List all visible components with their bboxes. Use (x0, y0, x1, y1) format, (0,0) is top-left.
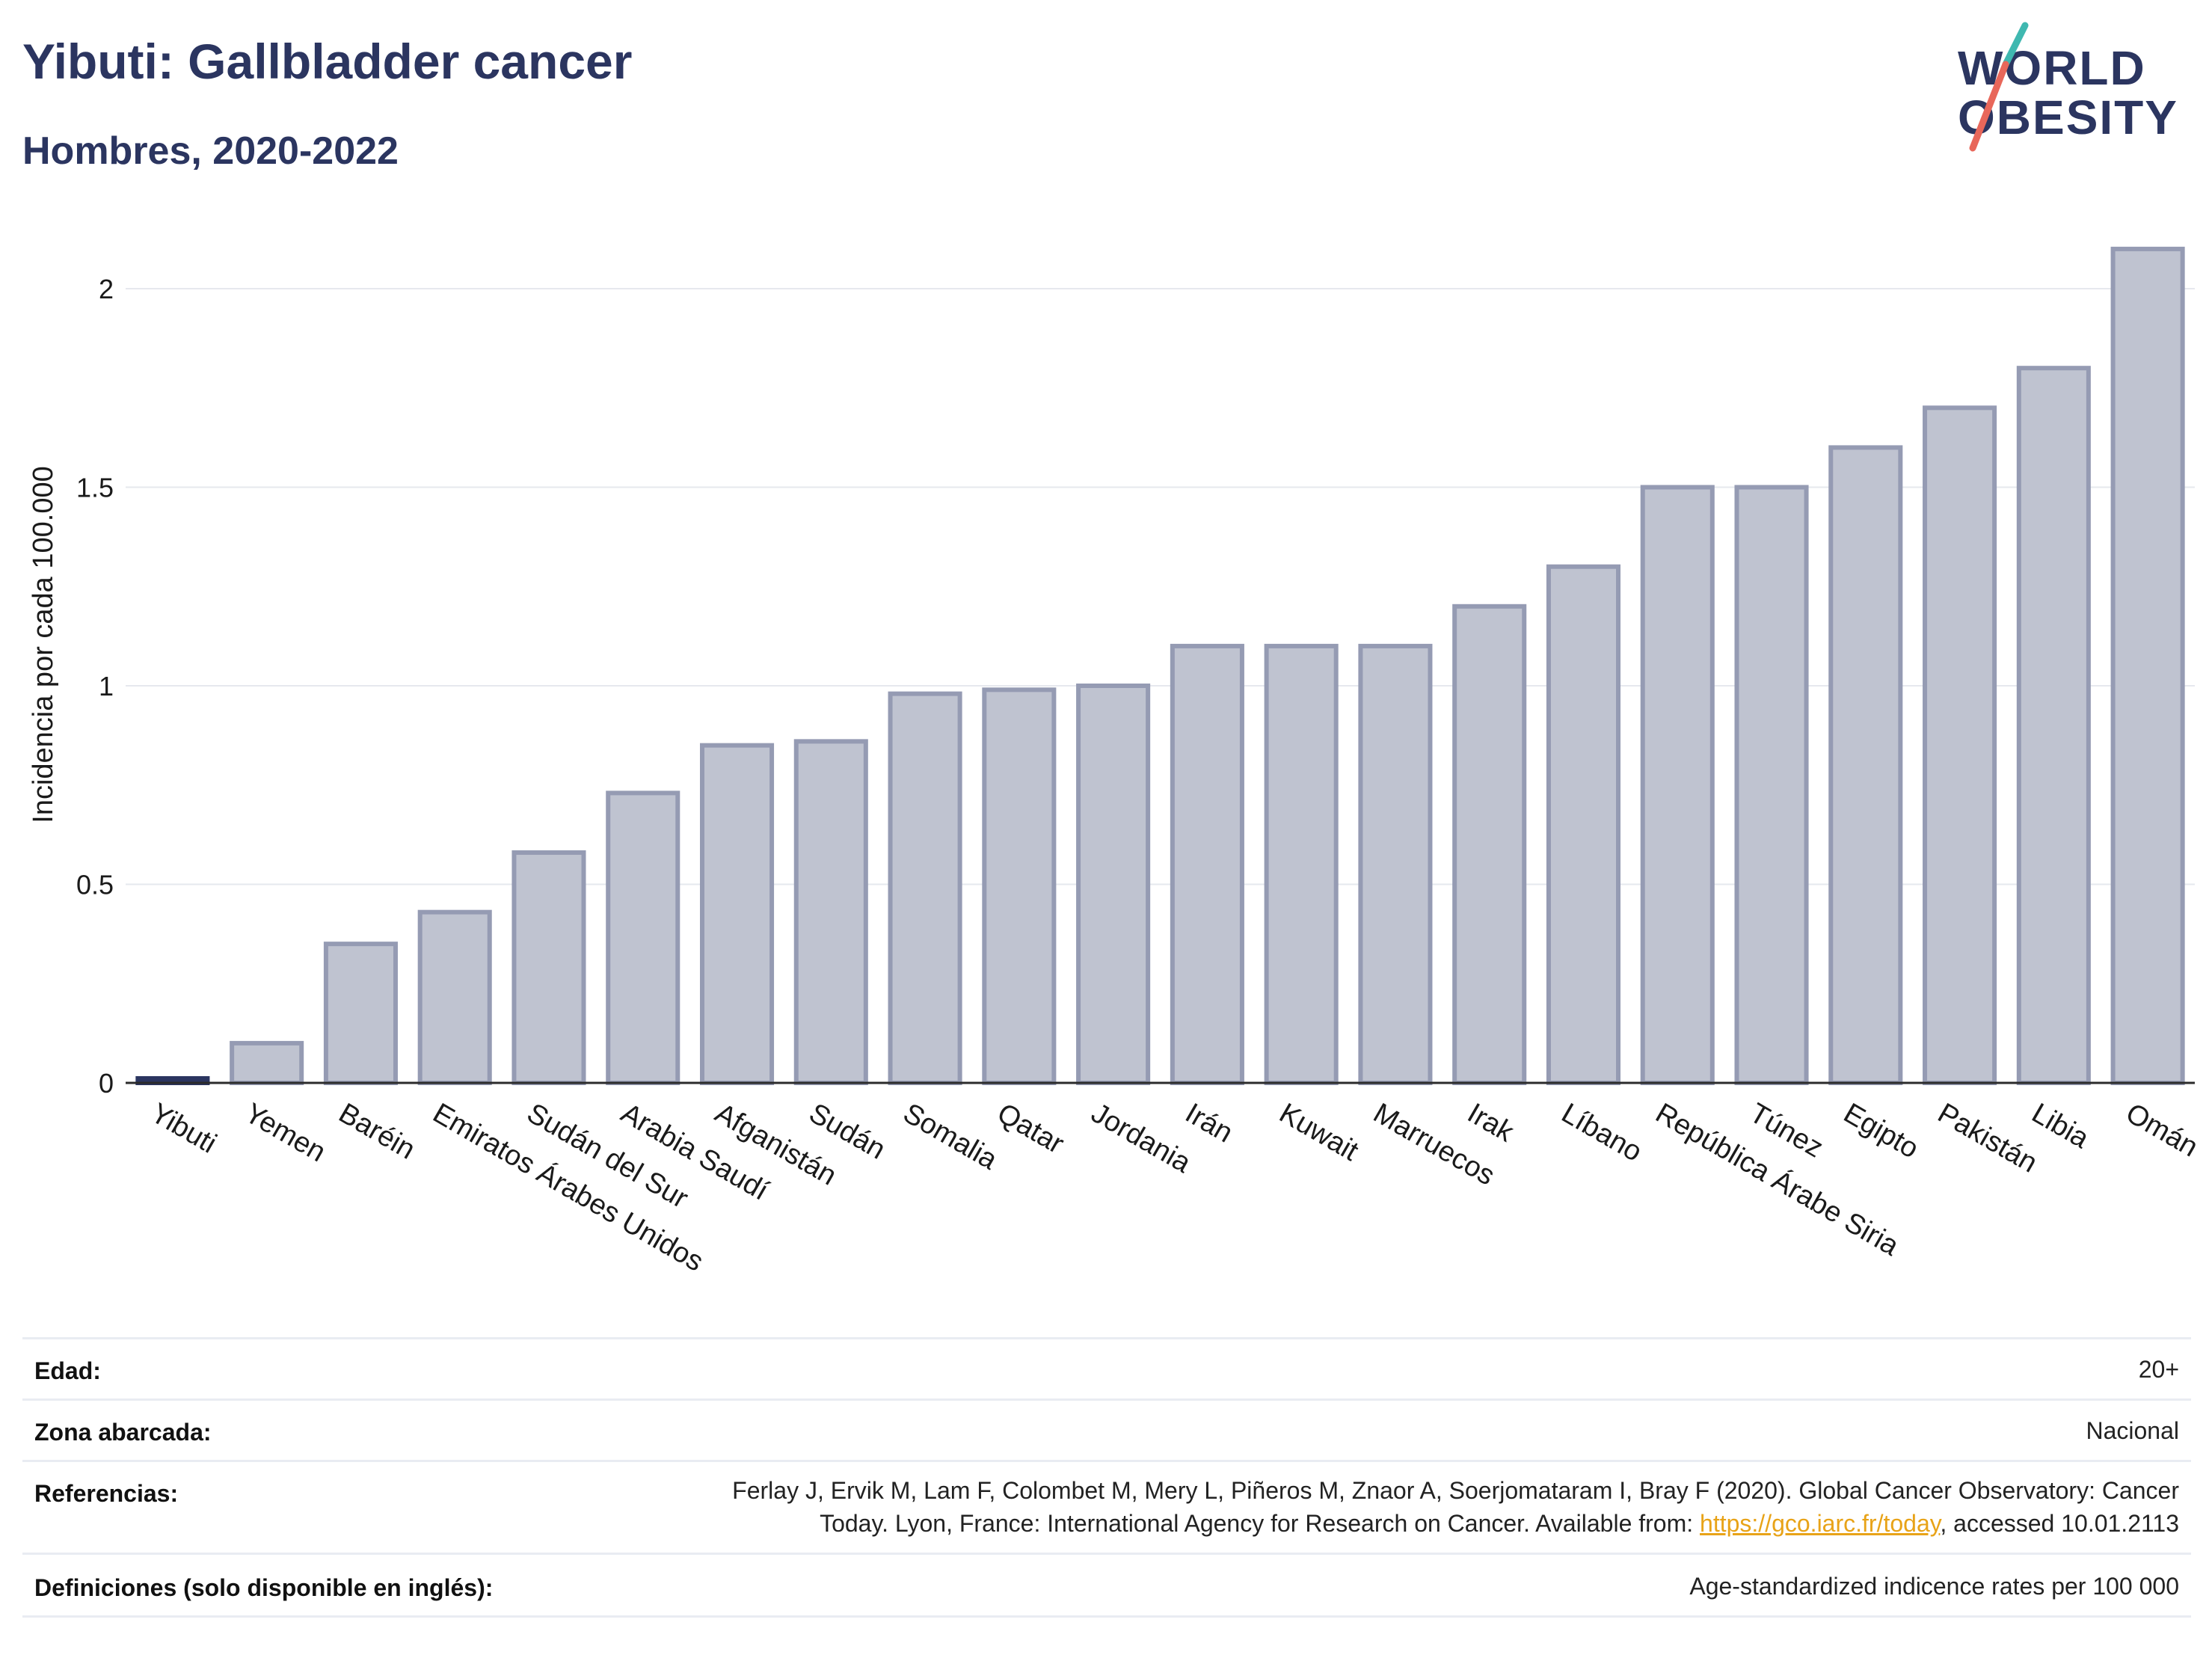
x-tick-label: Irán (1180, 1097, 1238, 1149)
bar (1828, 445, 1903, 1085)
bar (982, 687, 1057, 1085)
y-tick-label: 0 (99, 1068, 114, 1099)
meta-row-references: Referencias: Ferlay J, Ervik M, Lam F, C… (22, 1460, 2191, 1555)
x-tick-label: Kuwait (1274, 1097, 1364, 1167)
world-obesity-logo: WORLD OBESITY (1944, 21, 2199, 163)
x-tick-label: Libia (2027, 1097, 2095, 1155)
reference-link[interactable]: https://gco.iarc.fr/today (1700, 1510, 1941, 1537)
bar (1452, 604, 1527, 1085)
x-axis-ticks: Yibuti Yemen Baréin Emiratos Árabes UnidosS… (145, 1097, 2203, 1278)
meta-value: 20+ (2138, 1356, 2179, 1383)
logo-slash-icon (1969, 22, 2029, 152)
bar (699, 743, 775, 1086)
y-axis-label: Incidencia por cada 100.000 (28, 466, 59, 823)
x-tick-label: Yemen (239, 1097, 331, 1168)
bar (2110, 246, 2185, 1085)
bar (793, 739, 868, 1086)
y-tick-label: 0.5 (76, 870, 114, 900)
bar (511, 850, 586, 1086)
bar (1734, 485, 1809, 1085)
x-tick-label: Yibuti (145, 1097, 221, 1159)
meta-key: Zona abarcada: (34, 1419, 212, 1446)
reference-line-1: Ferlay J, Ervik M, Lam F, Colombet M, Me… (732, 1477, 2179, 1504)
x-tick-label: Baréin (334, 1097, 420, 1165)
bar (1640, 485, 1715, 1085)
x-tick-label: Somalia (898, 1097, 1004, 1176)
y-axis-ticks: 0 0.5 1 1.5 2 (76, 274, 114, 1099)
meta-row-age: Edad: 20+ (22, 1337, 2191, 1399)
meta-key: Edad: (34, 1357, 101, 1384)
meta-row-definitions: Definiciones (solo disponible en inglés)… (22, 1553, 2191, 1616)
meta-key: Definiciones (solo disponible en inglés)… (34, 1574, 494, 1601)
y-tick-label: 1 (99, 671, 114, 701)
chart-title: Yibuti: Gallbladder cancer (22, 34, 633, 89)
x-tick-label: Jordania (1086, 1097, 1196, 1179)
meta-key: Referencias: (34, 1480, 179, 1507)
reference-line-2: Today. Lyon, France: International Agenc… (820, 1510, 2179, 1537)
meta-value: Nacional (2086, 1417, 2179, 1444)
bar (888, 691, 962, 1085)
chart-subtitle: Hombres, 2020-2022 (22, 129, 399, 173)
bar (606, 790, 681, 1085)
bar (1546, 564, 1621, 1085)
bars (135, 246, 2185, 1086)
y-tick-label: 1.5 (76, 473, 114, 503)
meta-value: Ferlay J, Ervik M, Lam F, Colombet M, Me… (732, 1474, 2179, 1540)
x-tick-label: Líbano (1556, 1097, 1647, 1167)
x-tick-label: Irak (1462, 1097, 1520, 1149)
x-tick-label: Egipto (1838, 1097, 1923, 1164)
bar (1076, 684, 1151, 1085)
meta-bottom-border (22, 1615, 2191, 1618)
bar-chart: 00.511.52 Yibuti Yemen Baréin Emiratos Árab… (28, 246, 2203, 1278)
x-tick-label: Pakistán (1932, 1097, 2042, 1179)
bar (1923, 405, 1997, 1085)
x-tick-label: Qatar (992, 1097, 1069, 1160)
bar (1264, 643, 1339, 1085)
bar (1170, 643, 1244, 1085)
logo-line-1: WORLD (1958, 41, 2146, 95)
meta-value: Age-standardized indicence rates per 100… (1689, 1573, 2179, 1600)
bar (417, 909, 492, 1086)
x-tick-label: Omán (2121, 1097, 2204, 1163)
meta-row-area: Zona abarcada: Nacional (22, 1398, 2191, 1461)
bar (1358, 643, 1433, 1085)
y-tick-label: 2 (99, 274, 114, 304)
bar (230, 1040, 304, 1086)
bar (2016, 366, 2091, 1085)
bar (323, 942, 398, 1086)
